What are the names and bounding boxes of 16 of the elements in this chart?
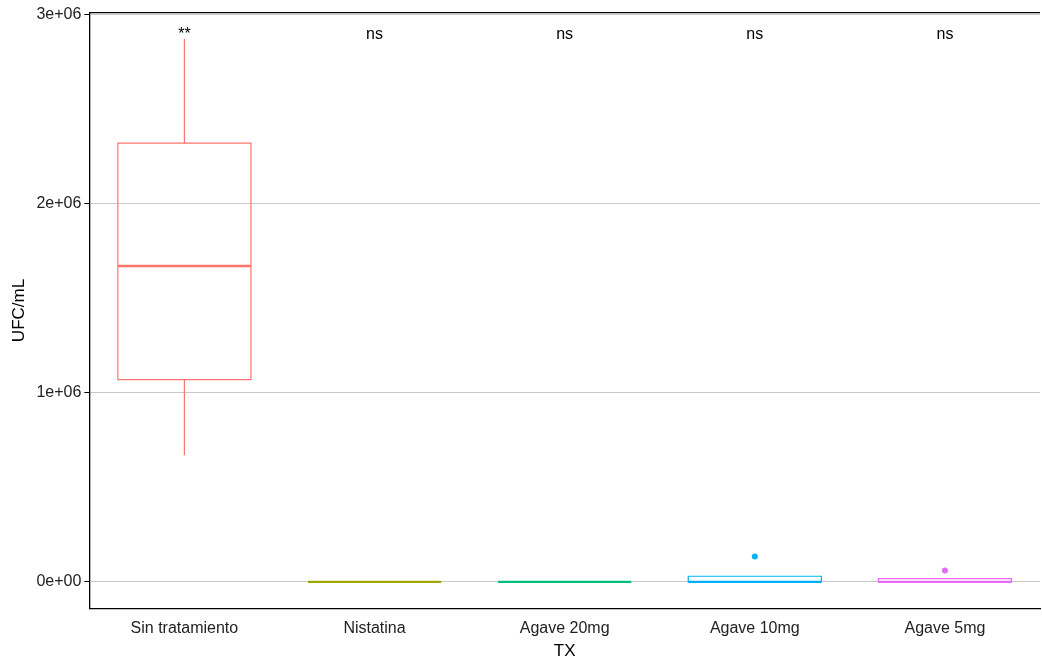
x-tick-label: Agave 20mg [519, 619, 610, 637]
x-axis-title: TX [553, 641, 576, 661]
annotation: ns [936, 25, 954, 43]
y-tick-label: 0e+00 [36, 572, 82, 590]
x-tick-label: Nistatina [343, 619, 406, 637]
y-tick-label: 1e+06 [36, 383, 82, 401]
y-axis-title: UFC/mL [8, 278, 28, 343]
x-tick-label: Agave 5mg [904, 619, 986, 637]
y-tick-label: 3e+06 [36, 4, 82, 22]
x-tick-label: Agave 10mg [709, 619, 800, 637]
annotation: ns [746, 25, 764, 43]
annotation: ns [366, 25, 383, 43]
x-tick-label: Sin tratamiento [130, 619, 239, 637]
annotation: ** [178, 25, 191, 43]
annotation: ns [556, 25, 574, 43]
y-tick-label: 2e+06 [36, 194, 82, 212]
